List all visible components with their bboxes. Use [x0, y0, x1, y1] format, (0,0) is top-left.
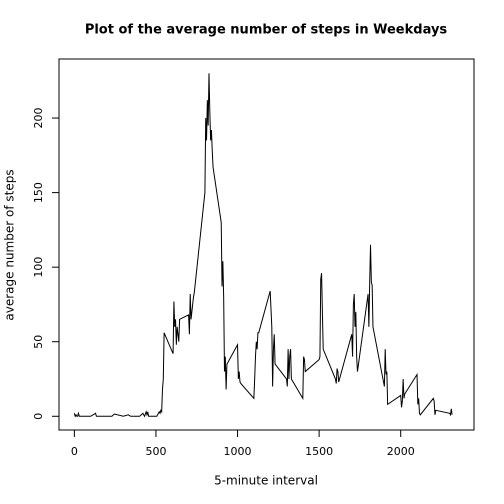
- y-axis-label: average number of steps: [3, 169, 17, 320]
- y-tick-label: 0: [32, 413, 45, 420]
- y-tick-label: 100: [32, 257, 45, 278]
- x-tick-label: 0: [71, 445, 78, 458]
- data-line: [73, 73, 453, 418]
- y-tick-label: 150: [32, 182, 45, 203]
- x-tick-label: 1000: [224, 445, 252, 458]
- y-tick-label: 50: [32, 335, 45, 349]
- chart-title: Plot of the average number of steps in W…: [85, 23, 448, 38]
- x-tick-label: 500: [145, 445, 166, 458]
- x-tick-label: 2000: [387, 445, 415, 458]
- plot-frame: [58, 58, 475, 431]
- x-tick-label: 1500: [305, 445, 333, 458]
- x-axis-label: 5-minute interval: [214, 474, 318, 488]
- y-tick-label: 200: [32, 108, 45, 129]
